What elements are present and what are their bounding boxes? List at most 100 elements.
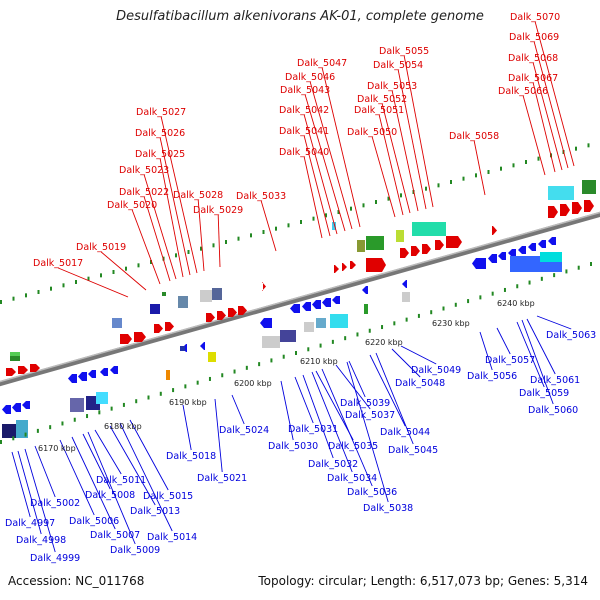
forward-gene-arrow (366, 258, 386, 272)
reverse-gene-label: Dalk_5048 (395, 378, 445, 389)
track-dot (393, 321, 396, 326)
forward-gene-arrow (560, 204, 570, 216)
track-dot (479, 295, 482, 300)
track-dot (237, 236, 240, 241)
forward-gene-arrow (400, 248, 409, 258)
label-leader (533, 41, 569, 169)
forward-gene-arrow (154, 324, 163, 333)
gene-block (548, 186, 574, 200)
reverse-gene-arrow (498, 252, 506, 260)
track-dot (24, 432, 27, 437)
label-leader (214, 398, 223, 473)
label-leader (131, 209, 161, 285)
forward-gene-arrow (342, 263, 347, 271)
track-dot (262, 230, 265, 234)
label-leader (378, 114, 404, 216)
track-dot (540, 276, 543, 281)
gene-features (2, 180, 596, 438)
track-dot (221, 373, 224, 378)
gene-block (540, 252, 562, 262)
track-dot (137, 263, 140, 268)
track-dot (75, 280, 77, 284)
label-leader (309, 81, 353, 230)
label-leader (397, 69, 427, 210)
track-dot (425, 186, 427, 191)
reverse-gene-label: Dalk_5014 (147, 532, 197, 543)
forward-gene-arrow (492, 226, 497, 235)
track-dot (187, 250, 190, 254)
track-dot (295, 351, 297, 355)
gene-block (412, 222, 446, 236)
track-dot (319, 343, 322, 348)
reverse-gene-label: Dalk_5013 (130, 506, 180, 517)
reverse-gene-arrow (402, 280, 407, 288)
gene-block (166, 370, 170, 380)
label-leader (197, 199, 205, 272)
reverse-gene-arrow (488, 254, 497, 263)
reverse-gene-label: Dalk_5036 (347, 487, 397, 498)
track-dot (577, 265, 580, 270)
reverse-gene-arrow (538, 240, 546, 248)
label-leader (348, 360, 366, 398)
track-dot (196, 380, 199, 385)
track-dot (258, 362, 261, 367)
reverse-gene-arrow (518, 246, 526, 254)
forward-gene-label: Dalk_5070 (510, 12, 560, 23)
label-leader (17, 450, 42, 535)
track-dot (175, 253, 177, 258)
forward-gene-arrow (206, 313, 215, 322)
forward-gene-arrow (165, 322, 174, 331)
track-dot (112, 270, 115, 274)
tick-label: 6200 kbp (234, 379, 272, 388)
track-dot (86, 414, 89, 419)
label-leader (321, 368, 373, 487)
label-leader (182, 404, 192, 451)
forward-gene-label: Dalk_5050 (347, 127, 397, 138)
gene-block (402, 292, 410, 302)
label-leader (58, 267, 129, 298)
label-leader (303, 156, 323, 239)
reverse-gene-label: Dalk_5038 (363, 503, 413, 514)
forward-gene-label: Dalk_5028 (173, 190, 223, 201)
track-dot (275, 226, 277, 231)
track-dot (325, 213, 327, 218)
label-leader (532, 82, 556, 173)
forward-gene-arrow (446, 236, 462, 248)
reverse-gene-arrow (100, 368, 108, 376)
label-leader (159, 158, 184, 278)
reverse-gene-label: Dalk_5060 (528, 405, 578, 416)
forward-gene-label: Dalk_5043 (280, 85, 330, 96)
label-leader (534, 21, 575, 167)
label-leader (71, 436, 116, 530)
forward-gene-arrow (30, 364, 40, 372)
label-leader (369, 354, 406, 427)
label-leader (11, 451, 31, 518)
forward-gene-label: Dalk_5029 (193, 205, 243, 216)
reverse-gene-label: Dalk_5015 (143, 491, 193, 502)
track-dot (553, 273, 556, 278)
reverse-gene-arrow (548, 237, 556, 245)
gene-block (10, 352, 20, 361)
reverse-gene-label: Dalk_5024 (219, 425, 269, 436)
reverse-gene-label: Dalk_5011 (96, 475, 146, 486)
gene-labels: Dalk_5017 Dalk_5019 Dalk_5020 Dalk_5022 Dalk… (5, 12, 596, 564)
track-dot (36, 428, 39, 433)
forward-gene-label: Dalk_5040 (279, 147, 329, 158)
track-dot (512, 163, 515, 168)
forward-gene-label: Dalk_5042 (279, 105, 329, 116)
label-leader (143, 196, 171, 282)
forward-gene-label: Dalk_5033 (236, 191, 286, 202)
label-leader (109, 425, 156, 506)
label-leader (346, 361, 389, 503)
forward-gene-label: Dalk_5020 (107, 200, 157, 211)
reverse-gene-label: Dalk_5044 (380, 427, 430, 438)
reverse-gene-arrow (322, 298, 331, 307)
reverse-gene-arrow (362, 286, 368, 294)
gene-block (208, 352, 216, 362)
reverse-gene-arrow (200, 342, 205, 350)
reverse-gene-label: Dalk_5035 (328, 441, 378, 452)
track-dot (590, 262, 592, 266)
gene-block (357, 240, 365, 252)
reverse-gene-label: Dalk_5045 (388, 445, 438, 456)
reverse-gene-arrow (528, 243, 536, 251)
